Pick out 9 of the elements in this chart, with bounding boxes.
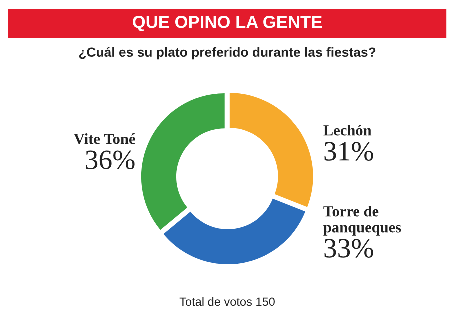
slice-label: Lechón xyxy=(324,124,372,136)
data-label: 36% xyxy=(86,150,135,170)
chart-title: QUE OPINO LA GENTE xyxy=(133,16,322,32)
slice-label: Torre de panqueques xyxy=(324,206,402,236)
data-label: 31% xyxy=(324,142,374,162)
data-label: 33% xyxy=(324,239,374,258)
chart-subtitle: ¿Cuál es su plato preferido durante las fiestas? xyxy=(79,47,376,60)
slice-label: Vite Toné xyxy=(74,134,136,144)
text: Total de votos 150 xyxy=(180,297,275,306)
